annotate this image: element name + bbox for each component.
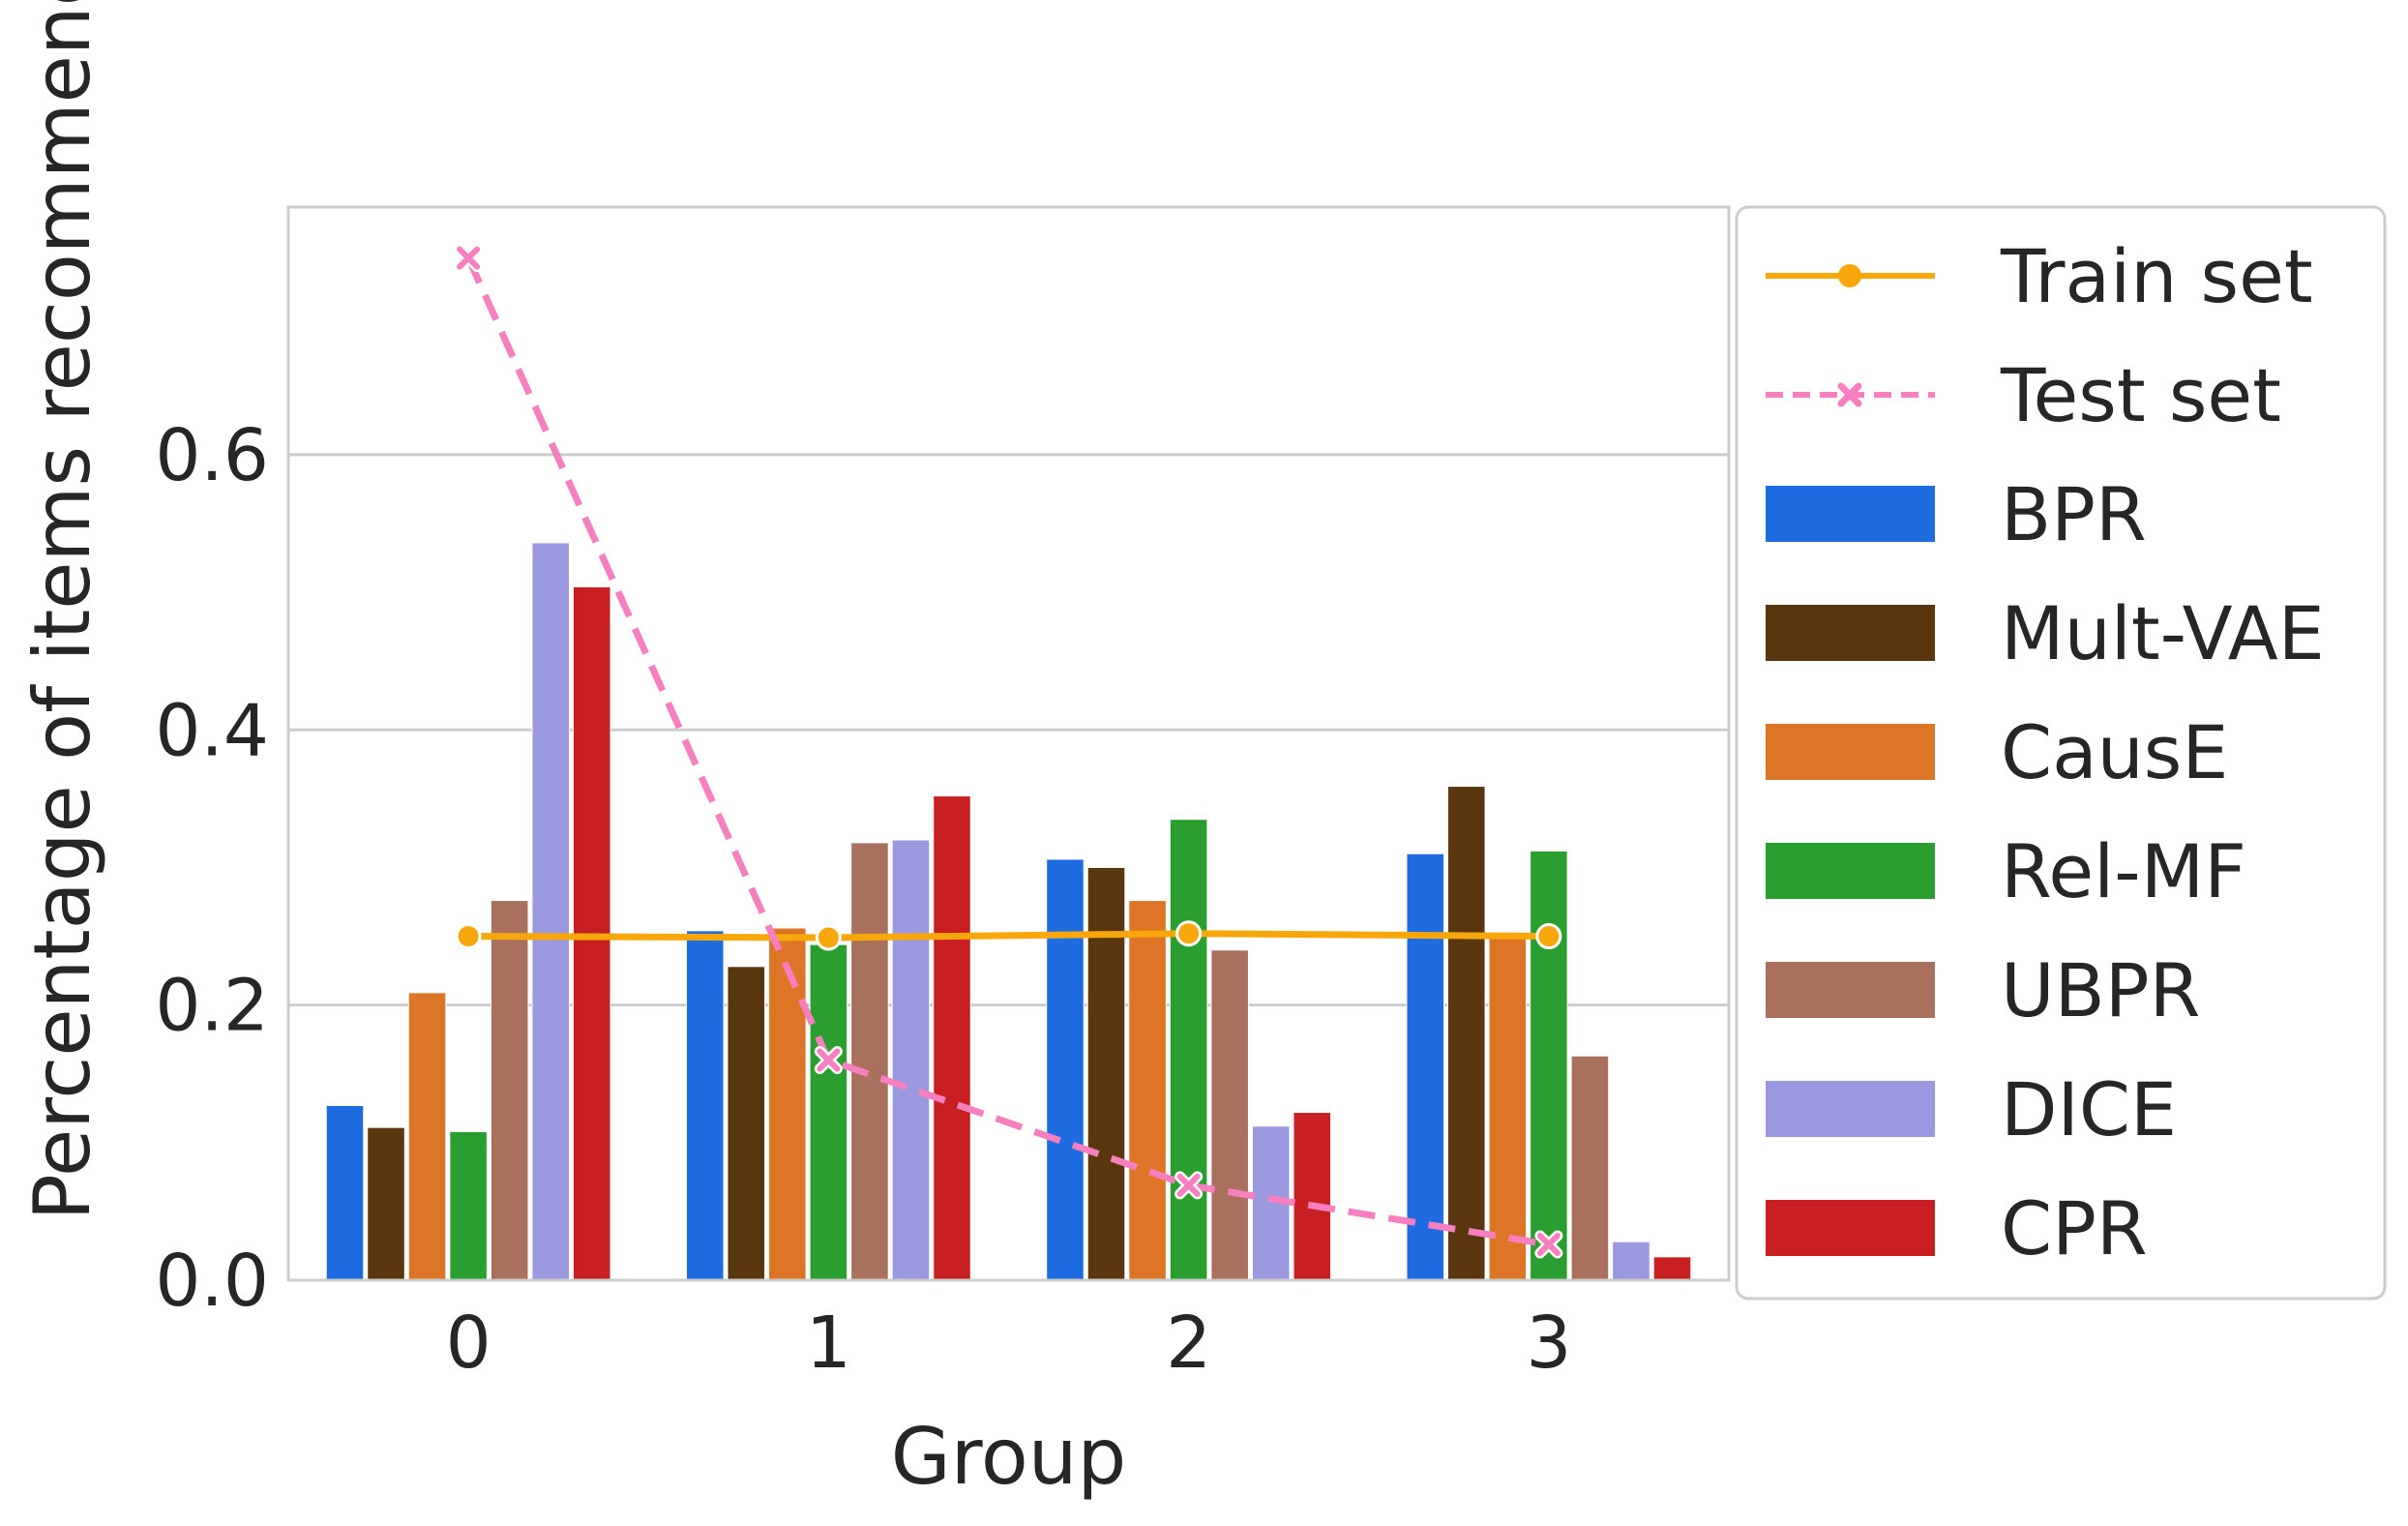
- x-tick-label: 1: [806, 1302, 851, 1385]
- bar-cause-group-3: [1488, 936, 1528, 1281]
- train-set-point: [455, 923, 482, 950]
- legend-marker: [1838, 264, 1861, 287]
- bar-cause-group-0: [407, 992, 447, 1281]
- bar-mult-vae-group-3: [1447, 786, 1486, 1281]
- legend-label: BPR: [2001, 471, 2147, 557]
- legend-label: CausE: [2001, 709, 2228, 795]
- legend-item-test-set: Test set: [1766, 352, 2281, 438]
- bar-dice-group-0: [531, 542, 570, 1281]
- legend-label: Train set: [2000, 233, 2313, 319]
- test-set-point: [814, 1046, 843, 1075]
- bar-mult-vae-group-1: [727, 966, 766, 1281]
- test-set-point: [1534, 1230, 1563, 1259]
- x-axis-ticks: 0 1 2 3: [446, 1302, 1572, 1385]
- legend-item-bpr: BPR: [1766, 471, 2147, 557]
- y-axis-ticks: 0.0 0.2 0.4 0.6: [155, 414, 269, 1323]
- bar-bpr-group-3: [1406, 853, 1445, 1281]
- y-tick-label: 0.2: [155, 965, 269, 1048]
- test-set-point: [1174, 1171, 1204, 1200]
- legend-item-dice: DICE: [1766, 1066, 2177, 1152]
- legend-label: UBPR: [2001, 947, 2200, 1033]
- bar-ubpr-group-2: [1210, 949, 1249, 1281]
- bar-mult-vae-group-2: [1086, 866, 1126, 1281]
- legend-frame: [1735, 205, 2387, 1301]
- legend-swatch: [1766, 843, 1935, 899]
- bar-rel-mf-group-1: [809, 943, 848, 1281]
- bar-ubpr-group-1: [850, 842, 889, 1281]
- bar-cause-group-2: [1128, 900, 1167, 1281]
- legend-label: Mult-VAE: [2001, 590, 2325, 676]
- bar-mult-vae-group-0: [367, 1126, 405, 1281]
- train-set-point: [815, 924, 842, 951]
- bar-rel-mf-group-2: [1169, 819, 1208, 1281]
- train-set-point: [1175, 920, 1203, 947]
- legend-item-train-set: Train set: [1766, 233, 2313, 319]
- y-tick-label: 0.0: [155, 1240, 269, 1323]
- legend-swatch: [1766, 724, 1935, 780]
- legend-swatch: [1766, 486, 1935, 542]
- bar-bpr-group-0: [325, 1104, 365, 1281]
- legend-swatch: [1766, 1081, 1935, 1137]
- y-axis-label: Percentage of items recommended: [17, 0, 107, 1220]
- bar-bpr-group-2: [1046, 858, 1085, 1281]
- legend-marker: [1837, 382, 1862, 407]
- legend-item-cpr: CPR: [1766, 1185, 2148, 1272]
- train-set-point: [1535, 923, 1562, 950]
- test-set-point: [454, 244, 483, 273]
- legend-swatch: [1766, 1200, 1935, 1256]
- x-axis-label: Group: [891, 1412, 1127, 1502]
- legend-swatch: [1766, 605, 1935, 661]
- legend-swatch: [1766, 962, 1935, 1018]
- legend-item-mult-vae: Mult-VAE: [1766, 590, 2325, 676]
- x-tick-label: 2: [1166, 1302, 1211, 1385]
- bar-cpr-group-3: [1652, 1256, 1692, 1281]
- bar-cpr-group-1: [933, 795, 971, 1281]
- legend-label: Test set: [2000, 352, 2281, 438]
- bar-cause-group-1: [768, 927, 807, 1281]
- y-tick-label: 0.4: [155, 689, 269, 772]
- legend-label: CPR: [2001, 1185, 2148, 1272]
- legend: Train set Test set BPR Mult-VAE CausE Rel-MF U…: [1735, 205, 2387, 1301]
- test-set-line: [464, 256, 1550, 1248]
- legend-item-cause: CausE: [1766, 709, 2228, 795]
- x-tick-label: 0: [446, 1302, 491, 1385]
- x-tick-label: 3: [1526, 1302, 1571, 1385]
- bar-bpr-group-1: [685, 930, 725, 1281]
- bar-dice-group-3: [1612, 1241, 1650, 1281]
- series-lines: [454, 244, 1563, 1259]
- bars: [325, 542, 1692, 1281]
- bar-cpr-group-2: [1293, 1112, 1332, 1281]
- bar-ubpr-group-3: [1570, 1055, 1610, 1281]
- legend-label: Rel-MF: [2001, 828, 2246, 914]
- bar-dice-group-1: [891, 839, 931, 1281]
- y-tick-label: 0.6: [155, 414, 269, 497]
- bar-rel-mf-group-0: [449, 1130, 488, 1281]
- plot-frame: [286, 205, 1731, 1282]
- legend-item-ubpr: UBPR: [1766, 947, 2200, 1033]
- legend-label: DICE: [2001, 1066, 2177, 1152]
- bar-ubpr-group-0: [490, 900, 529, 1281]
- legend-item-rel-mf: Rel-MF: [1766, 828, 2246, 914]
- train-set-line: [468, 930, 1549, 942]
- bar-rel-mf-group-3: [1530, 850, 1568, 1281]
